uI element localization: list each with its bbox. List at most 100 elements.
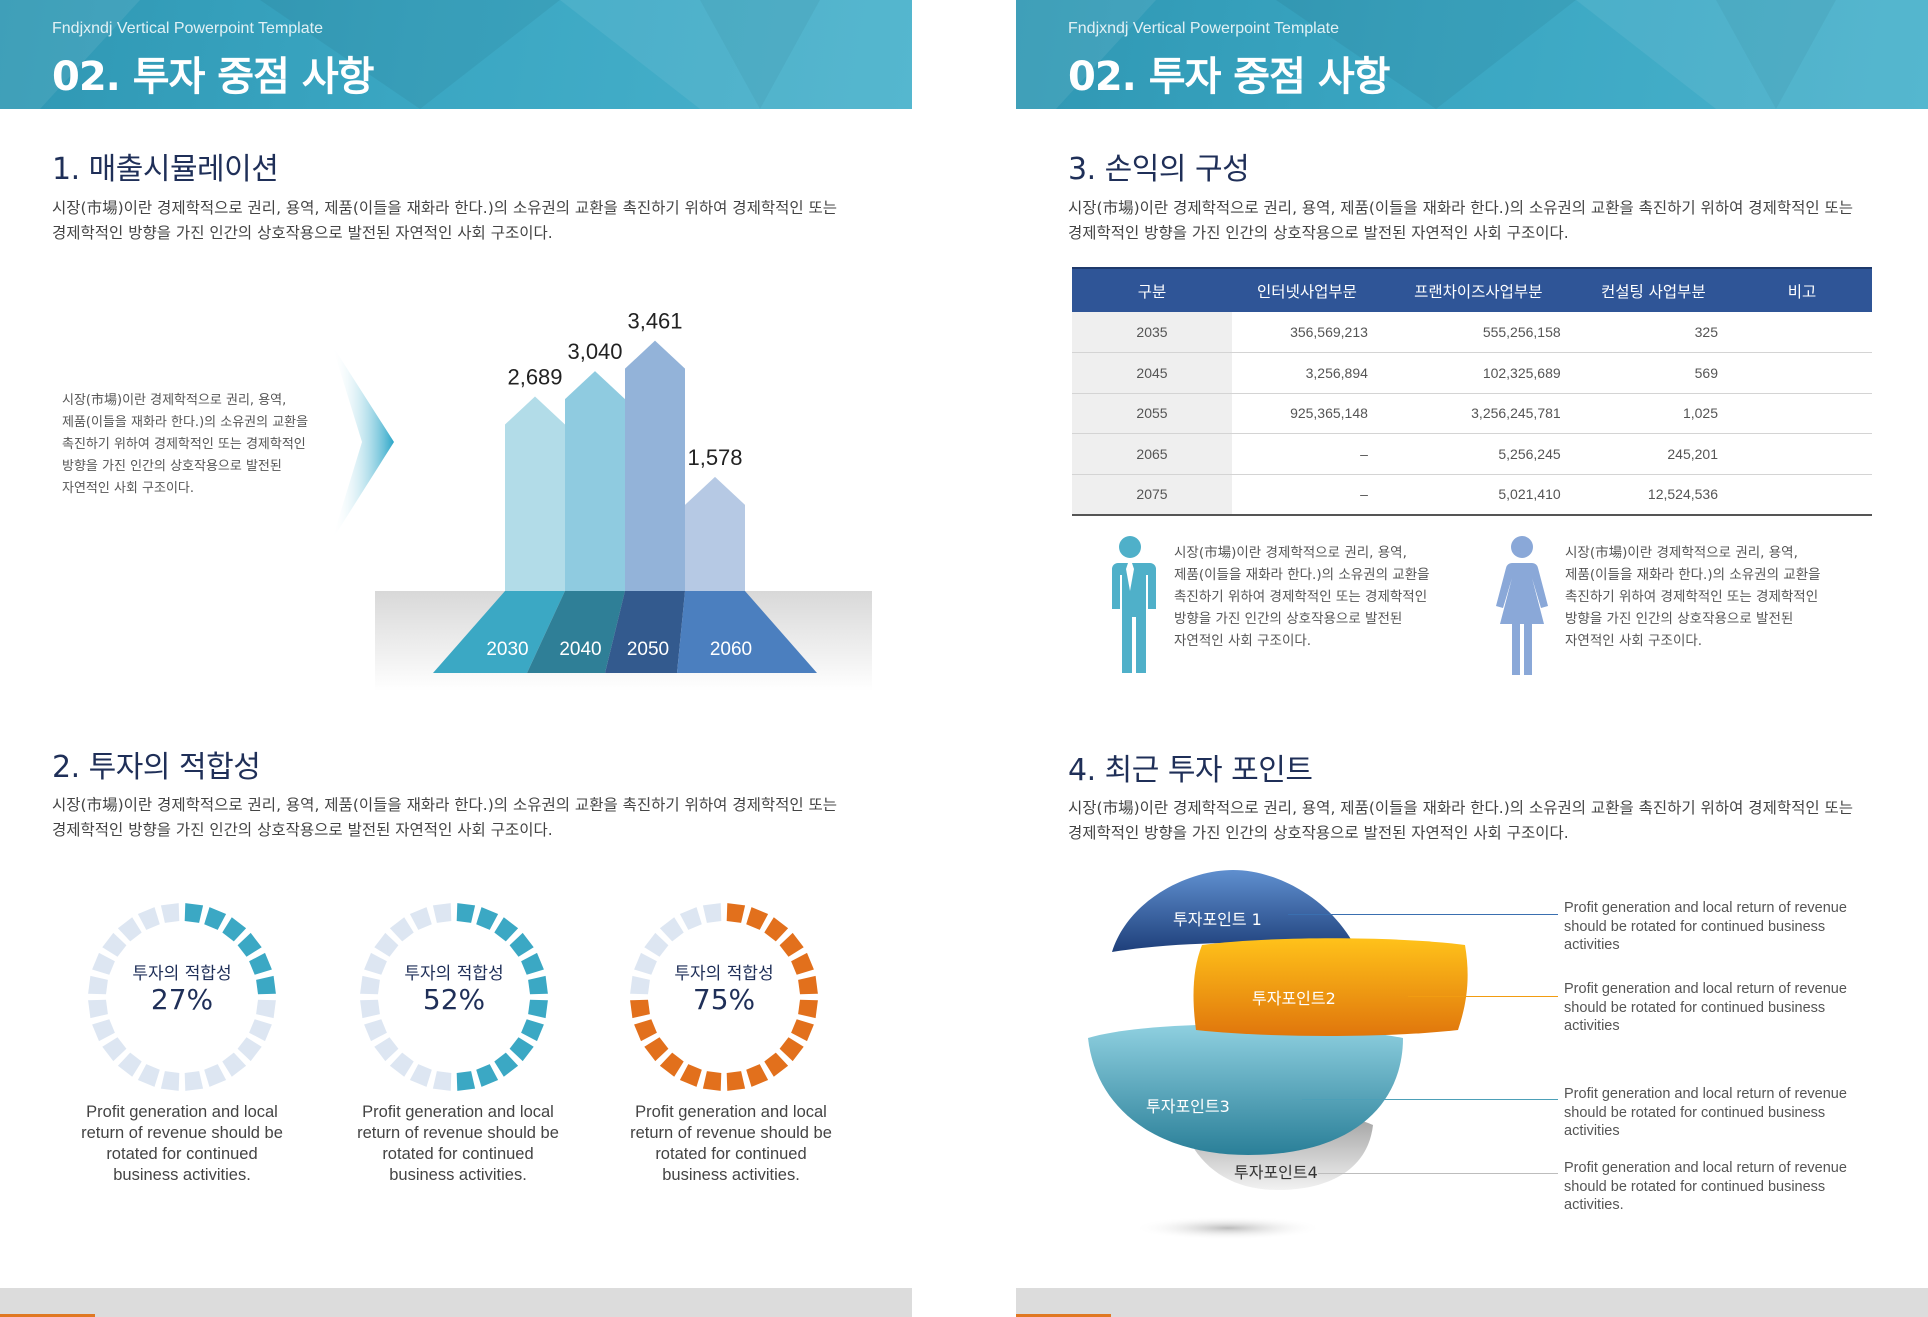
table-cell: 2055: [1072, 393, 1232, 434]
ring-description: Profit generation and local return of rev…: [606, 1102, 856, 1186]
ring-segment: [659, 1052, 684, 1077]
ring-segment: [117, 1052, 142, 1077]
text-line: 경제학적인 방향을 가진 인간의 상호작용으로 발전된 자연적인 사회 구조이다…: [1068, 824, 1569, 842]
text-line: business activities.: [389, 1166, 527, 1184]
text-line: rotated for continued: [382, 1145, 534, 1163]
table-header: 컨설팅 사업부분: [1574, 267, 1732, 312]
text-line: 촉진하기 위하여 경제학적인 또는 경제학적인: [1565, 589, 1819, 605]
text-line: return of revenue should be: [357, 1124, 559, 1142]
fit-ring: 투자의 적합성 27%: [82, 897, 282, 1097]
page-title: 02. 투자 중점 사항: [52, 54, 374, 100]
table-cell: 3,256,894: [1232, 352, 1382, 394]
text-line: Profit generation and local return of re…: [1564, 1160, 1847, 1176]
ring-segment: [634, 1019, 657, 1042]
text-line: should be rotated for continued business: [1564, 1104, 1826, 1121]
text-line: activities.: [1564, 1197, 1624, 1213]
ring-segment: [659, 917, 684, 942]
bar-value-label: 1,578: [687, 445, 742, 470]
table-cell: 3,256,245,781: [1381, 393, 1575, 434]
man-description: 시장(市場)이란 경제학적으로 권리, 용역, 제품(이들을 재화라 한다.)의…: [1174, 542, 1444, 652]
text-line: business activities.: [113, 1166, 251, 1184]
bar-value-label: 3,461: [627, 309, 682, 334]
fit-ring: 투자의 적합성 75%: [624, 897, 824, 1097]
side-description: 시장(市場)이란 경제학적으로 권리, 용역, 제품(이들을 재화라 한다.)의…: [62, 390, 337, 500]
text-line: 시장(市場)이란 경제학적으로 권리, 용역,: [62, 393, 287, 408]
ring-segment: [204, 1064, 227, 1087]
page-right: Fndjxndj Vertical Powerpoint Template 02…: [1016, 0, 1928, 1317]
base-segment-2040: [527, 591, 625, 673]
ring-segment: [679, 907, 702, 930]
table-cell: 2035: [1072, 312, 1232, 353]
text-line: should be rotated for continued business: [1564, 918, 1826, 935]
text-line: activities: [1564, 1018, 1620, 1034]
page-header: Fndjxndj Vertical Powerpoint Template 02…: [0, 0, 912, 109]
section-title-points: 4. 최근 투자 포인트: [1068, 753, 1313, 788]
base-segment-2060: [677, 591, 817, 673]
footer-accent: [0, 1314, 95, 1317]
ring-value: 52%: [422, 983, 486, 1016]
text-line: 시장(市場)이란 경제학적으로 권리, 용역,: [1174, 545, 1407, 561]
point3-label: 투자포인트3: [1146, 1097, 1230, 1116]
bar-2060: [685, 476, 745, 591]
table-cell: –: [1232, 433, 1382, 475]
page-header: Fndjxndj Vertical Powerpoint Template 02…: [1016, 0, 1928, 109]
page-footer: [1016, 1288, 1928, 1317]
ring-value: 75%: [692, 983, 756, 1016]
ring-segment: [237, 1037, 262, 1062]
text-line: 경제학적인 방향을 가진 인간의 상호작용으로 발전된 자연적인 사회 구조이다…: [52, 224, 553, 242]
bar-value-label: 2,689: [507, 364, 562, 389]
ring-segment: [764, 1052, 789, 1077]
text-line: 자연적인 사회 구조이다.: [1565, 633, 1703, 649]
category-label: 2030: [486, 639, 528, 660]
ring-segment: [364, 1019, 387, 1042]
point1-segment: [1112, 870, 1358, 952]
table-header: 인터넷사업부문: [1232, 267, 1382, 312]
base-segment-2030: [433, 591, 565, 673]
ring-segment: [528, 975, 548, 995]
text-line: 촉진하기 위하여 경제학적인 또는 경제학적인: [1174, 589, 1428, 605]
ring-segment: [702, 903, 722, 923]
ring-segment: [521, 1019, 544, 1042]
ring-segment: [630, 975, 650, 995]
table-header: 프랜차이즈사업부분: [1381, 267, 1575, 312]
ring-segment: [644, 932, 669, 957]
ring-segment: [137, 1064, 160, 1087]
point3-description: Profit generation and local return of re…: [1564, 1085, 1884, 1141]
text-line: 방향을 가진 인간의 상호작용으로 발전된: [62, 459, 282, 474]
pnl-table: 구분 인터넷사업부문 프랜차이즈사업부분 컨설팅 사업부분 비고 2035 356…: [1072, 267, 1872, 516]
text-line: 방향을 가진 인간의 상호작용으로 발전된: [1174, 611, 1403, 627]
table-cell: 555,256,158: [1381, 312, 1575, 353]
ring-segment: [256, 999, 276, 1019]
page-title: 02. 투자 중점 사항: [1068, 54, 1390, 100]
text-line: business activities.: [662, 1166, 800, 1184]
ring-segment: [360, 975, 380, 995]
section-title-sales: 1. 매출시뮬레이션: [52, 152, 279, 187]
leader-line: [1288, 914, 1558, 915]
section-text-points: 시장(市場)이란 경제학적으로 권리, 용역, 제품(이들을 재화라 한다.)의…: [1068, 796, 1898, 846]
ring-segment: [374, 1037, 399, 1062]
section-text-sales: 시장(市場)이란 경제학적으로 권리, 용역, 제품(이들을 재화라 한다.)의…: [52, 196, 882, 246]
table-cell: [1732, 433, 1872, 475]
ring-segment: [92, 952, 115, 975]
ring-segment: [102, 932, 127, 957]
ring-segment: [222, 917, 247, 942]
leader-line: [1318, 1173, 1558, 1174]
ring-segment: [160, 1071, 180, 1091]
section-title-pnl: 3. 손익의 구성: [1068, 152, 1250, 187]
ring-segment: [494, 917, 519, 942]
ring-segments: [630, 903, 818, 1091]
ring-segment: [764, 917, 789, 942]
page-left: Fndjxndj Vertical Powerpoint Template 02…: [0, 0, 912, 1317]
ring-segment: [249, 952, 272, 975]
ring-segment: [726, 903, 746, 923]
table-cell: 12,524,536: [1574, 474, 1732, 516]
table-cell: [1732, 393, 1872, 434]
fit-ring: 투자의 적합성 52%: [354, 897, 554, 1097]
text-line: return of revenue should be: [81, 1124, 283, 1142]
ring-segment: [634, 952, 657, 975]
text-line: activities: [1564, 937, 1620, 953]
ring-segment: [184, 903, 204, 923]
ring-segment: [374, 932, 399, 957]
text-line: 촉진하기 위하여 경제학적인 또는 경제학적인: [62, 437, 306, 452]
text-line: 제품(이들을 재화라 한다.)의 소유권의 교환을: [1565, 567, 1821, 583]
